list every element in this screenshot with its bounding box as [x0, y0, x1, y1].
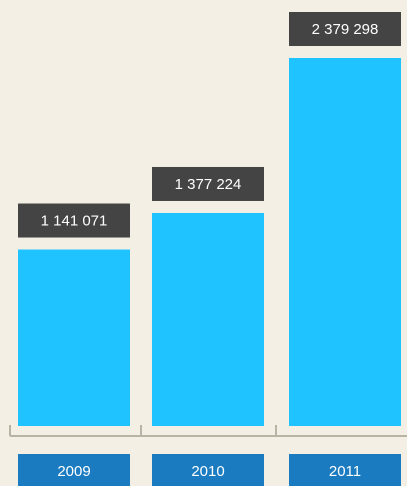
value-label-2010: 1 377 224 [175, 176, 242, 193]
category-label-2009: 2009 [57, 463, 90, 480]
bars-layer [18, 58, 401, 426]
category-box-2010 [152, 454, 264, 486]
value-label-2011: 2 379 298 [312, 21, 379, 38]
value-label-2009: 1 141 071 [41, 213, 108, 230]
bar-2011 [289, 58, 401, 426]
bar-2009 [18, 249, 130, 426]
category-labels: 2009 2010 2011 [18, 454, 401, 486]
baseline-axis [9, 425, 407, 437]
value-label-box-2010 [152, 166, 264, 201]
category-label-2010: 2010 [191, 463, 224, 480]
value-label-box-2011 [289, 12, 401, 46]
category-box-2009 [18, 454, 130, 486]
category-box-2011 [289, 454, 401, 486]
value-labels: 1 141 071 1 377 224 2 379 298 [18, 12, 401, 238]
value-label-box-2009 [18, 203, 130, 238]
bar-2010 [152, 212, 264, 426]
category-label-2011: 2011 [329, 463, 361, 480]
